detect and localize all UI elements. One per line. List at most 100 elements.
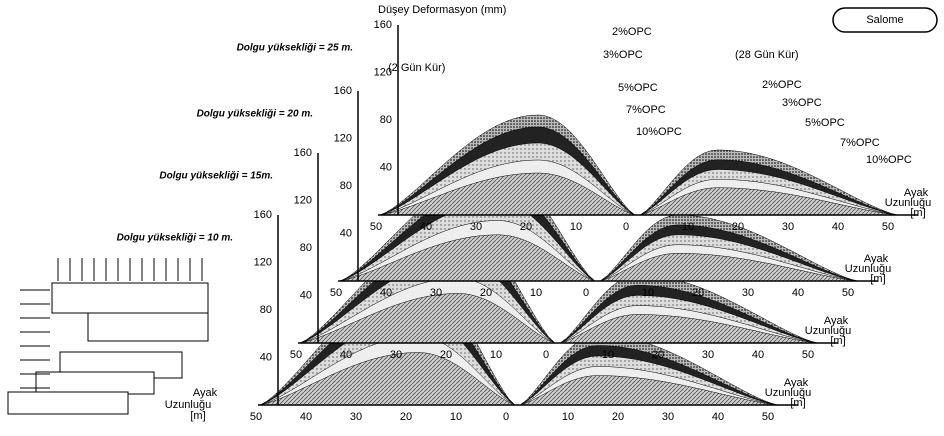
x-tick-label: 40 (752, 349, 764, 361)
x-tick-label: 30 (782, 221, 794, 233)
x-tick-label: 50 (762, 411, 774, 423)
y-tick-label: 160 (334, 85, 352, 97)
y-tick-label: 80 (300, 242, 312, 254)
x-tick-label: 10 (450, 411, 462, 423)
series-label: 2%OPC (762, 79, 802, 91)
axis-label: [m] (910, 207, 925, 219)
schematic (7, 282, 209, 415)
salome-button[interactable] (832, 7, 938, 33)
x-tick-label: 50 (370, 221, 382, 233)
series-label: 7%OPC (626, 104, 666, 116)
x-tick-label: 20 (652, 349, 664, 361)
y-tick-label: 120 (294, 194, 312, 206)
deformation-band-left (379, 172, 636, 216)
y-tick-label: 80 (380, 114, 392, 126)
series-label: 2%OPC (612, 26, 652, 38)
series-label: 7%OPC (840, 137, 880, 149)
x-tick-label: 0 (583, 287, 589, 299)
load-arrows (20, 258, 203, 389)
x-tick-label: 20 (480, 287, 492, 299)
axis-label: [m] (790, 397, 805, 409)
deformation-band-right (519, 375, 779, 406)
deformation-band-left (299, 293, 556, 344)
axis-label: Uzunluğu (845, 263, 891, 275)
panel-label: Dolgu yüksekliği = 20 m. (197, 109, 313, 120)
x-tick-label: 40 (832, 221, 844, 233)
y-tick-label: 40 (380, 161, 392, 173)
deformation-band-right (599, 253, 859, 282)
x-tick-label: 40 (380, 287, 392, 299)
series-label: 3%OPC (782, 97, 822, 109)
button-label[interactable]: Salome (866, 14, 903, 26)
x-tick-label: 0 (543, 349, 549, 361)
x-tick-label: 10 (562, 411, 574, 423)
x-tick-label: 40 (300, 411, 312, 423)
y-tick-label: 120 (374, 66, 392, 78)
x-tick-label: 10 (570, 221, 582, 233)
x-tick-label: 50 (802, 349, 814, 361)
deformation-band-left (339, 234, 596, 282)
x-tick-label: 50 (330, 287, 342, 299)
series-label: 5%OPC (618, 82, 658, 94)
x-tick-label: 10 (530, 287, 542, 299)
axis-label: [m] (830, 335, 845, 347)
panel: Dolgu yüksekliği = 25 m. 160 120 80 40 50 40 30… (237, 19, 932, 233)
x-tick-label: 10 (642, 287, 654, 299)
axis-label: Ayak (784, 377, 809, 389)
title: Düşey Deformasyon (mm) (378, 4, 506, 16)
cure-label: (28 Gün Kür) (735, 49, 799, 61)
x-tick-label: 50 (882, 221, 894, 233)
axis-label: [m] (870, 273, 885, 285)
x-tick-label: 20 (520, 221, 532, 233)
y-tick-label: 40 (260, 351, 272, 363)
x-tick-label: 20 (732, 221, 744, 233)
y-tick-label: 160 (294, 147, 312, 159)
y-tick-label: 120 (254, 256, 272, 268)
y-tick-label: 40 (340, 227, 352, 239)
x-tick-label: 40 (420, 221, 432, 233)
panel-label: Dolgu yüksekliği = 25 m. (237, 43, 353, 54)
deformation-band-right (639, 187, 899, 216)
axis-label: Uzunluğu (765, 387, 811, 399)
x-tick-label: 40 (712, 411, 724, 423)
series-label: 10%OPC (866, 154, 912, 166)
y-tick-label: 160 (254, 209, 272, 221)
diagram-label: Ayak (193, 387, 218, 399)
diagram-label: [m] (190, 410, 205, 422)
panel-label: Dolgu yüksekliği = 15m. (159, 171, 273, 182)
x-tick-label: 50 (290, 349, 302, 361)
x-tick-label: 30 (470, 221, 482, 233)
panel-label: Dolgu yüksekliği = 10 m. (117, 233, 233, 244)
x-tick-label: 10 (602, 349, 614, 361)
y-tick-label: 160 (374, 19, 392, 31)
axis-label: Ayak (824, 315, 849, 327)
series-label: 3%OPC (603, 49, 643, 61)
x-tick-label: 40 (792, 287, 804, 299)
y-tick-label: 80 (340, 180, 352, 192)
x-tick-label: 30 (702, 349, 714, 361)
x-tick-label: 20 (400, 411, 412, 423)
x-tick-label: 20 (612, 411, 624, 423)
diagram-label: Uzunluğu (165, 399, 211, 411)
panel: Dolgu yüksekliği = 20 m. 160 120 80 40 50 40 30… (197, 85, 892, 299)
x-tick-label: 10 (682, 221, 694, 233)
x-tick-label: 50 (250, 411, 262, 423)
x-tick-label: 20 (440, 349, 452, 361)
x-tick-label: 0 (623, 221, 629, 233)
series-label: 10%OPC (636, 126, 682, 138)
x-tick-label: 20 (692, 287, 704, 299)
y-tick-label: 120 (334, 132, 352, 144)
y-tick-label: 80 (260, 304, 272, 316)
y-tick-label: 40 (300, 289, 312, 301)
cure-label: (2 Gün Kür) (388, 62, 445, 74)
axis-label: Uzunluğu (805, 325, 851, 337)
x-tick-label: 0 (503, 411, 509, 423)
x-tick-label: 30 (390, 349, 402, 361)
axis-label: Ayak (864, 253, 889, 265)
x-tick-label: 30 (430, 287, 442, 299)
axis-label: Uzunluğu (885, 197, 931, 209)
x-tick-label: 30 (742, 287, 754, 299)
series-label: 5%OPC (805, 117, 845, 129)
x-tick-label: 30 (662, 411, 674, 423)
